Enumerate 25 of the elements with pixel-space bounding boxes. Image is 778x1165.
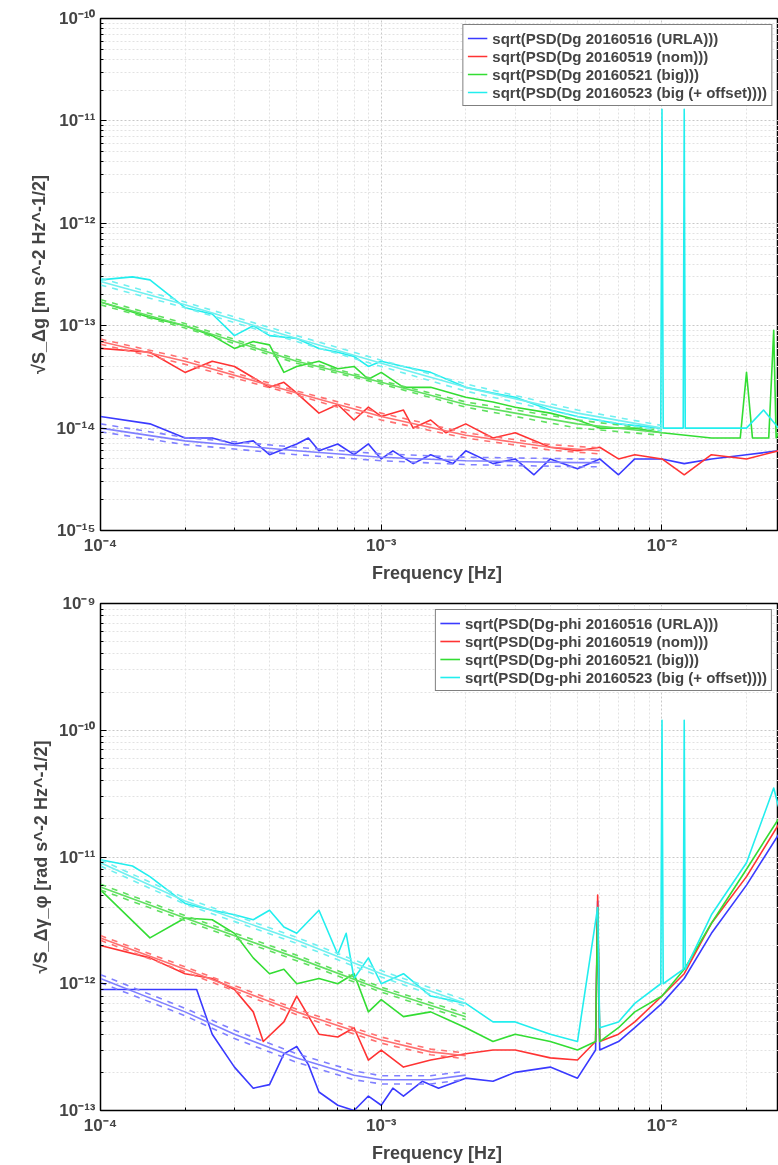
y-tick-label: 10⁻¹¹	[59, 111, 96, 131]
y-tick-label: 10⁻¹¹	[59, 847, 96, 867]
legend-label: sqrt(PSD(Dg 20160519 (nom)))	[492, 47, 709, 65]
legend-label: sqrt(PSD(Dg-phi 20160519 (nom)))	[464, 632, 709, 650]
y-tick-label: 10⁻¹²	[59, 213, 96, 233]
x-tick-label: 10⁻²	[646, 535, 678, 555]
legend-label: sqrt(PSD(Dg 20160523 (big (+ offset))))	[492, 83, 767, 101]
legend-label: sqrt(PSD(Dg 20160521 (big)))	[492, 65, 700, 83]
x-tick-label: 10⁻³	[365, 1115, 397, 1135]
x-tick-label: 10⁻³	[365, 535, 397, 555]
x-tick-label: 10⁻²	[646, 1115, 678, 1135]
y-tick-label: 10⁻¹⁰	[58, 720, 96, 740]
y-tick-label: 10⁻⁹	[62, 594, 96, 613]
legend-label: sqrt(PSD(Dg-phi 20160523 (big (+ offset))))	[464, 668, 767, 686]
y-tick-label: 10⁻¹³	[59, 316, 96, 336]
y-tick-label: 10⁻¹²	[59, 974, 96, 994]
y-axis-title: √S_Δg [m s^-2 Hz^-1/2]	[28, 175, 49, 374]
legend-label: sqrt(PSD(Dg-phi 20160521 (big)))	[464, 650, 700, 668]
y-axis-title: √S_Δγ_φ [rad s^-2 Hz^-1/2]	[30, 740, 51, 974]
x-axis-title: Frequency [Hz]	[371, 562, 503, 583]
x-axis-title: Frequency [Hz]	[371, 1142, 503, 1163]
legend-label: sqrt(PSD(Dg-phi 20160516 (URLA)))	[464, 614, 719, 632]
y-tick-label: 10⁻¹⁴	[56, 418, 96, 438]
y-tick-label: 10⁻¹⁰	[58, 9, 96, 28]
legend-label: sqrt(PSD(Dg 20160516 (URLA)))	[492, 29, 719, 47]
